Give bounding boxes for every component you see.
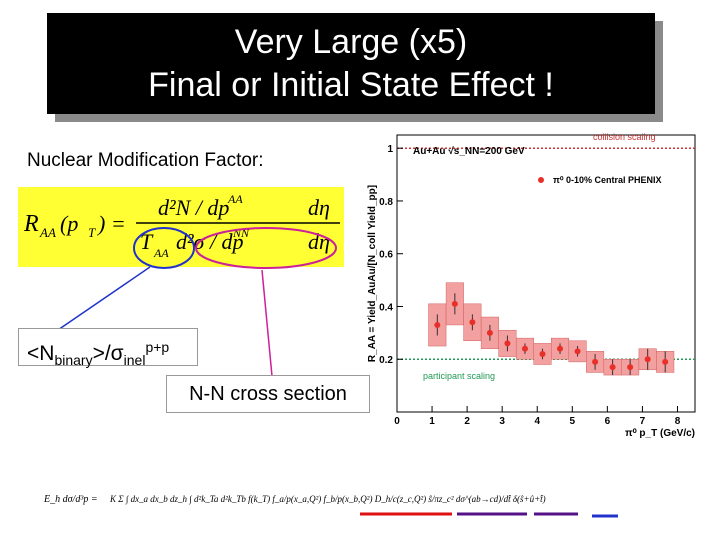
bottom-formula-body: K Σ ∫ dx_a dx_b dz_h ∫ d²k_Ta d²k_Tb f(k… <box>109 494 546 505</box>
bottom-formula-lhs: E_h dσ/d³p = <box>43 494 98 505</box>
data-point <box>557 345 564 352</box>
title-line-1: Very Large (x5) <box>234 23 468 61</box>
data-point <box>434 321 441 328</box>
data-point <box>521 345 528 352</box>
sigma-circle <box>195 227 337 269</box>
den-tail: dη <box>308 229 330 254</box>
nn-cross-section-label: N-N cross section <box>166 375 370 413</box>
data-point <box>469 319 476 326</box>
arrow-purple <box>261 269 273 377</box>
system-label: Au+Au √s_NN=200 GeV <box>413 146 525 157</box>
y-tick-label: 0.6 <box>379 250 393 261</box>
data-point <box>627 364 634 371</box>
numerator: d²N / dp <box>158 195 229 220</box>
taa-circle <box>133 227 195 269</box>
raa-arg-sub: T <box>88 225 96 240</box>
y-tick-label: 0.4 <box>379 302 393 313</box>
x-tick-label: 7 <box>640 416 646 427</box>
y-axis-label: R_AA = Yield_AuAu/[N_coll Yield_pp] <box>367 185 378 362</box>
x-tick-label: 3 <box>499 416 505 427</box>
raa-formula-box: R AA (p T ) = d²N / dp AA dη T AA d²σ / … <box>18 187 344 267</box>
collision-scaling-label: collision scaling <box>593 132 656 142</box>
data-point <box>662 358 669 365</box>
x-axis-label: π⁰ p_T (GeV/c) <box>625 428 695 439</box>
raa-lhs: R <box>23 211 39 237</box>
numerator-tail: dη <box>308 195 330 220</box>
participant-scaling-label: participant scaling <box>423 371 495 381</box>
numerator-sup: AA <box>227 192 243 206</box>
data-point <box>504 340 511 347</box>
raa-close: ) = <box>96 211 126 236</box>
data-point <box>486 329 493 336</box>
x-tick-label: 5 <box>570 416 576 427</box>
bottom-formula: E_h dσ/d³p = K Σ ∫ dx_a dx_b dz_h ∫ d²k_… <box>43 494 546 505</box>
den-t-sub: AA <box>153 246 169 260</box>
title-line-2: Final or Initial State Effect ! <box>148 66 554 104</box>
slide-title: Very Large (x5) Final or Initial State E… <box>47 13 655 114</box>
arrow-blue <box>54 266 151 333</box>
den-t: T <box>140 229 154 254</box>
x-tick-label: 2 <box>464 416 470 427</box>
legend-marker <box>538 177 544 183</box>
x-tick-label: 6 <box>605 416 611 427</box>
data-point <box>451 300 458 307</box>
nuclear-modification-label: Nuclear Modification Factor: <box>27 150 264 171</box>
data-point <box>644 356 651 363</box>
raa-lhs-sub: AA <box>39 225 56 240</box>
x-tick-label: 0 <box>394 416 400 427</box>
legend-text: π⁰ 0-10% Central PHENIX <box>553 175 662 185</box>
raa-formula: R AA (p T ) = d²N / dp AA dη T AA d²σ / … <box>23 192 340 260</box>
x-tick-label: 8 <box>675 416 681 427</box>
data-point <box>574 348 581 355</box>
y-tick-label: 0.8 <box>379 197 393 208</box>
den-rest: d²σ / dp <box>176 229 244 254</box>
nbinary-label: <Nbinary>/σinelp+p <box>18 328 198 368</box>
y-tick-label: 1 <box>387 144 393 155</box>
x-tick-label: 1 <box>429 416 435 427</box>
y-tick-label: 0.2 <box>379 355 393 366</box>
data-point <box>609 364 616 371</box>
raa-arg: (p <box>60 211 78 236</box>
raa-chart: collision scaling participant scaling Au+A… <box>367 132 696 439</box>
data-point <box>539 350 546 357</box>
x-tick-label: 4 <box>534 416 540 427</box>
data-point <box>592 358 599 365</box>
